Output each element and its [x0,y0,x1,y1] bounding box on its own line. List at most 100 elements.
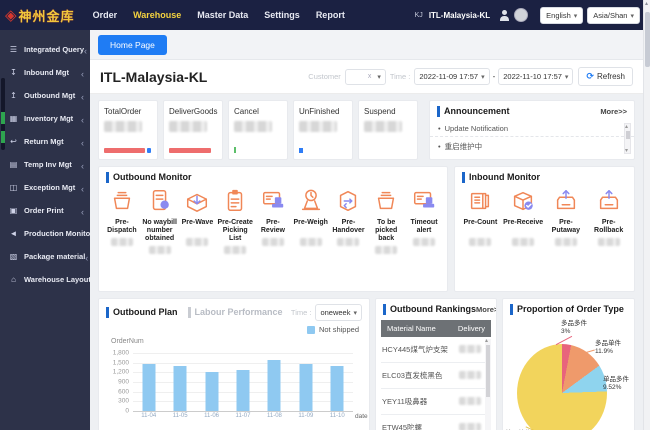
monitor-item[interactable]: Pre-Review [254,188,291,254]
sidebar-item[interactable]: ↩ Return Mgt [0,130,90,153]
ranking-row[interactable]: ELC03直发梳黑色 [381,363,491,389]
customer-select[interactable]: x [344,68,386,85]
sidebar-item-label: Integrated Query [24,45,85,54]
ranking-row[interactable]: ETW45陀螺 [381,415,491,430]
top-nav-item[interactable]: Warehouse [133,10,182,20]
monitor-item[interactable]: Pre-Wave [179,188,216,254]
monitor-item[interactable]: Pre-Rollback [588,188,630,246]
y-tick-label: 1,500 [112,359,129,367]
bar-11-05[interactable] [173,365,187,411]
inventory-mgt-icon: ▦ [9,114,18,123]
sidebar-item[interactable]: ▣ Order Print [0,199,90,222]
redacted-stat-value [169,121,207,132]
putaway-tray-icon [553,188,579,216]
sidebar-item[interactable]: ◄ Production Monitor [0,222,94,245]
monitor-item[interactable]: Pre-Handover [330,188,367,254]
ranking-row[interactable]: HCY445煤气炉支架 [381,337,491,363]
weigh-scale-icon [298,188,324,216]
top-nav-item[interactable]: Report [315,10,345,20]
announcement-more-link[interactable]: More>> [600,106,627,116]
exception-mgt-icon: ◫ [9,183,18,192]
y-tick-label: 0 [125,407,129,415]
sidebar-scrollbar[interactable] [1,78,5,150]
x-tick-label: 11-07 [235,413,251,419]
outbound-rankings-panel: Outbound Rankings More>> Material Name D… [375,298,497,430]
tab-outbound-plan[interactable]: Outbound Plan [106,307,178,318]
ranking-row[interactable]: YEY11吸鼻器 [381,389,491,415]
refresh-icon [586,71,597,82]
monitor-item[interactable]: Pre-Dispatch [103,188,140,254]
bar-11-08[interactable] [267,359,281,411]
redacted-count [186,237,209,246]
stat-card[interactable]: Suspend [358,100,418,160]
sidebar-item[interactable]: ☰ Integrated Query [0,38,90,61]
stat-card-label: Suspend [364,107,396,116]
monitor-item[interactable]: Pre-Receive [502,188,544,246]
handover-box-icon [335,188,361,216]
sidebar-item[interactable]: ▧ Package material [0,245,90,268]
language-select[interactable]: English [540,6,584,24]
time-filter: Time : oneweek [287,304,362,321]
monitor-item[interactable]: Timeout alert [406,188,443,254]
top-nav-item[interactable]: Settings [264,10,300,20]
bar-11-07[interactable] [236,370,250,411]
pie-chart[interactable] [517,343,607,430]
page-scrollbar[interactable] [643,0,650,430]
top-nav-item[interactable]: Master Data [197,10,249,20]
receive-box-icon [510,188,536,216]
tab-home-page[interactable]: Home Page [98,35,167,55]
announcement-item[interactable]: Update Notification [430,120,634,137]
sidebar-item[interactable]: ▤ Temp Inv Mgt [0,153,90,176]
monitor-item[interactable]: No waybill number obtained [141,188,178,254]
bar-11-04[interactable] [142,364,156,411]
order-type-title: Proportion of Order Type [510,304,624,315]
time-filter-select[interactable]: oneweek [315,304,362,321]
stat-card[interactable]: DeliverGoods [163,100,223,160]
chevron-left-icon [81,64,84,82]
x-tick-label: 11-09 [298,413,314,419]
monitor-item[interactable]: Pre-Putaway [545,188,587,246]
scrollbar-thumb[interactable] [645,12,650,67]
stat-card[interactable]: UnFinished [293,100,353,160]
monitor-item[interactable]: Pre-Weigh [292,188,329,254]
top-nav-item[interactable]: Order [92,10,118,20]
chevron-left-icon [81,156,84,174]
monitor-item[interactable]: To be picked back [368,188,405,254]
refresh-button[interactable]: Refresh [578,67,633,86]
sidebar-item[interactable]: ↥ Outbound Mgt [0,84,90,107]
monitors-row: Outbound Monitor Pre-Dispatch No waybil [98,166,635,292]
announcement-item[interactable]: 重启维护中 [430,137,634,155]
bar-11-09[interactable] [299,363,313,411]
avatar[interactable] [514,8,529,22]
monitor-item[interactable]: Pre-Create Picking List [217,188,254,254]
monitor-item-label: Pre-Handover [332,218,365,234]
time-to-picker[interactable]: 2022-11-10 17:57 [498,68,574,85]
stat-card[interactable]: Cancel [228,100,288,160]
time-range-dash: - [492,72,496,81]
sidebar-item[interactable]: ↧ Inbound Mgt [0,61,90,84]
clear-icon[interactable]: x [367,73,372,80]
redacted-count [469,237,492,246]
sidebar-item[interactable]: ⌂ Warehouse Layout [0,268,91,291]
redacted-delivery-value [459,423,481,430]
rankings-scrollbar[interactable] [485,338,491,430]
stat-card[interactable]: TotalOrder [98,100,158,160]
bar-11-06[interactable] [205,372,219,411]
user-icon[interactable] [498,9,511,22]
timezone-select[interactable]: Asia/Shan [587,6,640,24]
gridline [133,353,353,354]
redacted-count [110,237,133,246]
announcement-scrollbar[interactable] [624,123,631,154]
sidebar-item[interactable]: ▦ Inventory Mgt [0,107,90,130]
inbound-monitor-title: Inbound Monitor [462,172,540,183]
tab-labour-performance[interactable]: Labour Performance [187,307,283,318]
top-nav: Order Warehouse Master Data Settings Rep… [85,10,353,20]
time-from-picker[interactable]: 2022-11-09 17:57 [414,68,490,85]
monitor-item-label: Pre-Receive [503,218,544,226]
rankings-more-link[interactable]: More>> [476,304,496,314]
bar-11-10[interactable] [330,365,344,411]
monitor-item[interactable]: Pre-Count [459,188,501,246]
sidebar-item[interactable]: ◫ Exception Mgt [0,176,90,199]
inbound-monitor-panel: Inbound Monitor Pre-Count Pre-Receive [454,166,635,292]
material-name: HCY445煤气炉支架 [382,344,448,354]
